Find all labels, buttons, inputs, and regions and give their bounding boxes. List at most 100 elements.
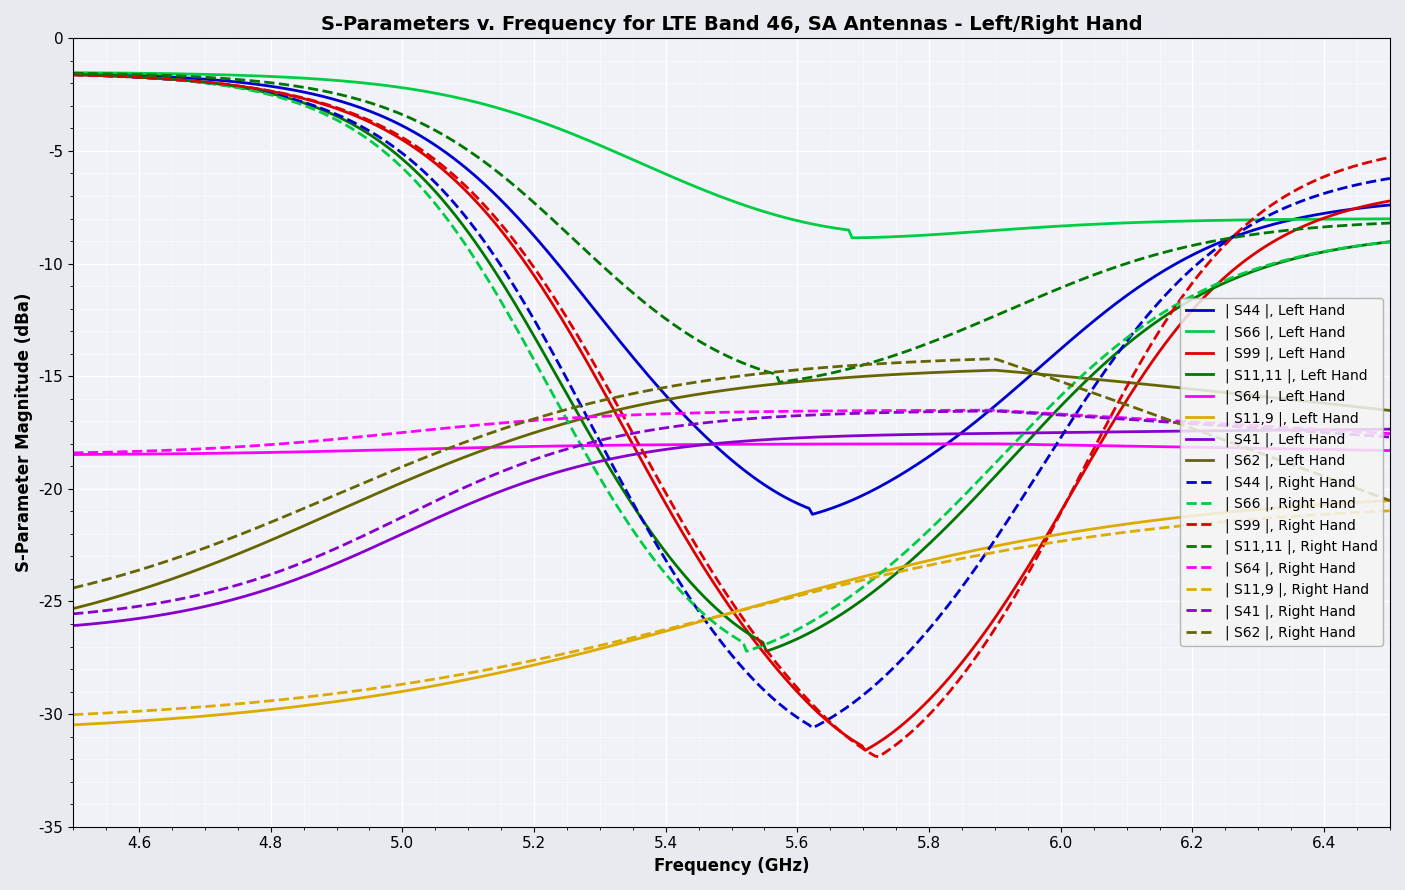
| S64 |, Left Hand xyxy=(1026,439,1043,449)
Legend: | S44 |, Left Hand, | S66 |, Left Hand, | S99 |, Left Hand, | S11,11 |, Left Han: | S44 |, Left Hand, | S66 |, Left Hand, … xyxy=(1180,298,1383,645)
| S41 |, Left Hand xyxy=(65,620,81,631)
| S62 |, Left Hand xyxy=(1026,368,1043,379)
| S66 |, Right Hand xyxy=(738,646,754,657)
| S64 |, Left Hand xyxy=(894,439,910,449)
| S11,9 |, Right Hand xyxy=(586,642,603,652)
| S99 |, Right Hand xyxy=(896,732,913,743)
Line: | S11,9 |, Right Hand: | S11,9 |, Right Hand xyxy=(73,511,1390,715)
| S66 |, Right Hand xyxy=(586,464,603,474)
| S66 |, Right Hand xyxy=(493,298,510,309)
| S44 |, Right Hand xyxy=(493,263,510,273)
| S11,11 |, Right Hand xyxy=(65,68,81,78)
| S99 |, Left Hand xyxy=(65,69,81,80)
| S11,9 |, Left Hand xyxy=(894,562,910,572)
| S44 |, Left Hand xyxy=(65,69,81,79)
| S11,11 |, Right Hand xyxy=(771,376,788,387)
| S62 |, Right Hand xyxy=(1026,367,1043,377)
| S99 |, Left Hand xyxy=(223,80,240,91)
| S64 |, Right Hand xyxy=(1019,407,1035,417)
| S62 |, Right Hand xyxy=(894,357,910,368)
| S11,11 |, Right Hand xyxy=(493,170,510,181)
Title: S-Parameters v. Frequency for LTE Band 46, SA Antennas - Left/Right Hand: S-Parameters v. Frequency for LTE Band 4… xyxy=(320,15,1142,34)
| S11,11 |, Right Hand xyxy=(896,346,913,357)
Line: | S99 |, Right Hand: | S99 |, Right Hand xyxy=(73,75,1390,756)
Line: | S66 |, Right Hand: | S66 |, Right Hand xyxy=(73,75,1390,651)
| S41 |, Right Hand xyxy=(493,466,510,477)
| S41 |, Left Hand xyxy=(223,595,240,605)
| S66 |, Left Hand xyxy=(1026,222,1043,233)
| S64 |, Right Hand xyxy=(894,405,910,416)
Line: | S11,9 |, Left Hand: | S11,9 |, Left Hand xyxy=(73,500,1390,724)
| S99 |, Right Hand xyxy=(1026,558,1043,569)
| S62 |, Right Hand xyxy=(1381,495,1398,506)
Line: | S62 |, Right Hand: | S62 |, Right Hand xyxy=(73,359,1390,588)
| S99 |, Right Hand xyxy=(1019,570,1035,580)
| S62 |, Right Hand xyxy=(586,397,603,408)
| S44 |, Left Hand xyxy=(493,196,510,206)
| S64 |, Right Hand xyxy=(1381,428,1398,439)
| S41 |, Left Hand xyxy=(1381,424,1398,434)
| S11,9 |, Right Hand xyxy=(1021,541,1038,552)
| S41 |, Right Hand xyxy=(894,407,910,417)
| S66 |, Right Hand xyxy=(1019,425,1035,435)
| S44 |, Left Hand xyxy=(804,509,821,520)
| S66 |, Right Hand xyxy=(223,81,240,92)
| S64 |, Right Hand xyxy=(65,448,81,458)
| S64 |, Left Hand xyxy=(1019,439,1035,449)
| S99 |, Right Hand xyxy=(223,80,240,91)
| S99 |, Left Hand xyxy=(1381,196,1398,206)
| S41 |, Right Hand xyxy=(65,609,81,619)
| S11,9 |, Left Hand xyxy=(223,708,240,719)
| S11,11 |, Right Hand xyxy=(586,254,603,264)
| S41 |, Right Hand xyxy=(223,581,240,592)
| S99 |, Left Hand xyxy=(1026,553,1043,563)
| S11,11 |, Left Hand xyxy=(586,438,603,449)
| S11,11 |, Right Hand xyxy=(1026,294,1043,304)
| S64 |, Right Hand xyxy=(1026,407,1043,417)
| S41 |, Left Hand xyxy=(586,457,603,468)
| S11,11 |, Left Hand xyxy=(223,80,240,91)
| S66 |, Right Hand xyxy=(896,547,913,558)
| S44 |, Right Hand xyxy=(223,81,240,92)
| S64 |, Right Hand xyxy=(985,405,1002,416)
| S66 |, Left Hand xyxy=(1019,222,1035,233)
| S66 |, Left Hand xyxy=(65,68,81,78)
| S11,11 |, Left Hand xyxy=(896,561,913,571)
Line: | S66 |, Left Hand: | S66 |, Left Hand xyxy=(73,73,1390,238)
| S41 |, Left Hand xyxy=(1016,427,1033,438)
| S41 |, Left Hand xyxy=(1021,427,1038,438)
| S11,9 |, Right Hand xyxy=(223,699,240,709)
| S44 |, Right Hand xyxy=(1381,173,1398,183)
| S41 |, Right Hand xyxy=(1381,432,1398,442)
| S11,9 |, Left Hand xyxy=(586,645,603,656)
| S11,11 |, Right Hand xyxy=(1019,296,1035,307)
| S62 |, Right Hand xyxy=(985,353,1002,364)
| S66 |, Right Hand xyxy=(1026,417,1043,428)
| S11,11 |, Left Hand xyxy=(1026,430,1043,441)
| S62 |, Left Hand xyxy=(586,410,603,421)
| S99 |, Right Hand xyxy=(493,220,510,231)
| S11,9 |, Right Hand xyxy=(65,709,81,720)
| S62 |, Right Hand xyxy=(1019,364,1035,375)
Line: | S41 |, Left Hand: | S41 |, Left Hand xyxy=(73,429,1390,626)
| S44 |, Right Hand xyxy=(804,723,821,733)
| S11,9 |, Right Hand xyxy=(894,566,910,577)
| S41 |, Right Hand xyxy=(1026,408,1043,418)
| S44 |, Left Hand xyxy=(1381,199,1398,210)
| S41 |, Left Hand xyxy=(493,485,510,496)
| S44 |, Right Hand xyxy=(1019,485,1035,496)
| S62 |, Right Hand xyxy=(65,583,81,594)
| S11,9 |, Left Hand xyxy=(493,667,510,677)
| S44 |, Right Hand xyxy=(65,69,81,80)
Line: | S64 |, Right Hand: | S64 |, Right Hand xyxy=(73,410,1390,453)
| S62 |, Left Hand xyxy=(65,603,81,614)
| S66 |, Left Hand xyxy=(843,232,860,243)
| S66 |, Left Hand xyxy=(223,69,240,80)
| S44 |, Left Hand xyxy=(586,304,603,315)
| S44 |, Left Hand xyxy=(1019,373,1035,384)
| S66 |, Left Hand xyxy=(586,138,603,149)
Line: | S11,11 |, Right Hand: | S11,11 |, Right Hand xyxy=(73,73,1390,382)
| S99 |, Right Hand xyxy=(586,360,603,370)
| S62 |, Left Hand xyxy=(1019,368,1035,378)
| S99 |, Left Hand xyxy=(493,227,510,238)
